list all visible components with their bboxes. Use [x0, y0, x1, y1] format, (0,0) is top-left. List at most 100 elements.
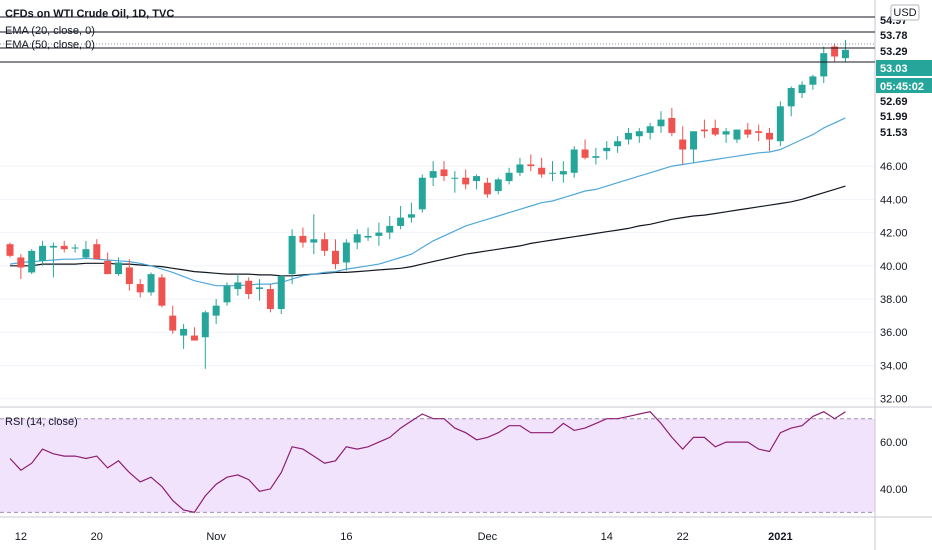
candle	[570, 146, 578, 178]
candle-body	[397, 217, 405, 226]
price-axis-ticks: 46.00 44.00 42.00 40.00 38.00 36.00 34.00 32.00	[880, 161, 908, 406]
candle	[277, 275, 285, 314]
currency-button[interactable]: USD	[890, 4, 920, 21]
time-tick-label: 22	[677, 531, 689, 543]
candle	[820, 46, 828, 84]
candle	[223, 282, 231, 306]
candle-body	[711, 127, 719, 135]
candle	[104, 252, 112, 275]
candle	[17, 254, 25, 280]
price-tag-label: 05:45:02	[880, 81, 924, 93]
candle	[635, 127, 643, 143]
candle-body	[332, 250, 339, 265]
candle-body	[657, 119, 665, 127]
price-tag-bg	[876, 78, 932, 94]
candle-body	[6, 244, 14, 256]
candle	[657, 111, 665, 133]
rsi-polyline	[9, 411, 846, 513]
candle	[776, 101, 784, 147]
candle-body	[28, 250, 36, 273]
candle	[158, 274, 166, 308]
candle-body	[776, 106, 784, 142]
price-tag-bg	[876, 27, 932, 43]
candle-body	[592, 156, 600, 158]
candle	[494, 177, 502, 195]
candle	[310, 214, 318, 255]
candle	[690, 131, 698, 163]
candle-body	[407, 214, 415, 218]
candle-body	[158, 277, 166, 306]
price-tag-bg	[876, 60, 932, 76]
candle	[418, 174, 426, 213]
candle	[169, 305, 177, 334]
candle	[440, 161, 448, 182]
candle-body	[603, 147, 611, 152]
time-tick-label: Nov	[206, 531, 226, 543]
candle	[190, 327, 198, 341]
candle	[722, 127, 730, 143]
price-tick-label: 38.00	[880, 294, 908, 306]
candle-body	[570, 149, 578, 173]
price-tag-label: 51.53	[880, 127, 908, 139]
candle-body	[39, 245, 47, 261]
candle-body	[440, 169, 448, 177]
rsi-overbought-oversold-band	[0, 418, 875, 513]
candle	[256, 279, 264, 301]
ema20-line	[9, 117, 846, 287]
ema50-legend[interactable]: EMA (50, close, 0)	[5, 39, 95, 51]
price-tick-label: 44.00	[880, 194, 908, 206]
rsi-line	[9, 411, 846, 513]
rsi-legend[interactable]: RSI (14, close)	[5, 416, 78, 428]
candle-body	[321, 239, 329, 251]
time-axis-ticks: 12 20 Nov 16 Dec 14 22 2021	[15, 531, 793, 543]
candle	[614, 136, 622, 153]
candle-body	[766, 132, 773, 140]
time-tick-label: 14	[601, 531, 613, 543]
candle-body	[310, 239, 318, 243]
rsi-tick-label: 60.00	[880, 437, 908, 449]
candle-body	[483, 182, 491, 195]
price-tag-label: 53.78	[880, 30, 908, 42]
time-tick-label: 16	[340, 531, 352, 543]
candle-body	[190, 335, 198, 341]
candle	[809, 74, 817, 90]
candle	[505, 167, 513, 185]
candle-body	[256, 287, 264, 290]
candle-body	[744, 129, 752, 135]
rsi-axis-ticks: 60.00 40.00	[880, 437, 908, 496]
candle	[603, 141, 611, 160]
price-tag-bg	[876, 108, 932, 124]
candle-body	[288, 235, 296, 275]
candle-body	[353, 234, 361, 243]
candle-body	[223, 285, 231, 303]
candle-body	[104, 260, 112, 275]
candle-body	[668, 117, 676, 133]
candle-body	[831, 46, 839, 57]
price-tick-label: 42.00	[880, 228, 908, 240]
candle-body	[245, 280, 253, 295]
candle	[841, 39, 849, 62]
candle	[787, 86, 795, 117]
candle-body	[614, 141, 622, 147]
price-tag-label: 53.29	[880, 46, 908, 58]
price-tag-bg	[876, 93, 932, 109]
candle-body	[180, 328, 188, 336]
candle	[549, 161, 556, 182]
price-tick-label: 36.00	[880, 327, 908, 339]
price-tick-label: 40.00	[880, 261, 908, 273]
candle	[82, 240, 90, 260]
ema20-legend[interactable]: EMA (20, close, 0)	[5, 25, 95, 37]
candle-body	[169, 315, 177, 331]
candle-body	[136, 284, 144, 293]
candle-body	[538, 167, 546, 175]
candle-body	[494, 179, 502, 192]
price-tag-label: 52.69	[880, 96, 908, 108]
price-tag-bg	[876, 43, 932, 59]
candle-body	[299, 235, 307, 243]
candle	[147, 272, 155, 296]
candle	[180, 323, 188, 349]
candle-body	[798, 84, 806, 94]
price-tick-label: 32.00	[880, 394, 908, 406]
candle	[527, 154, 535, 172]
